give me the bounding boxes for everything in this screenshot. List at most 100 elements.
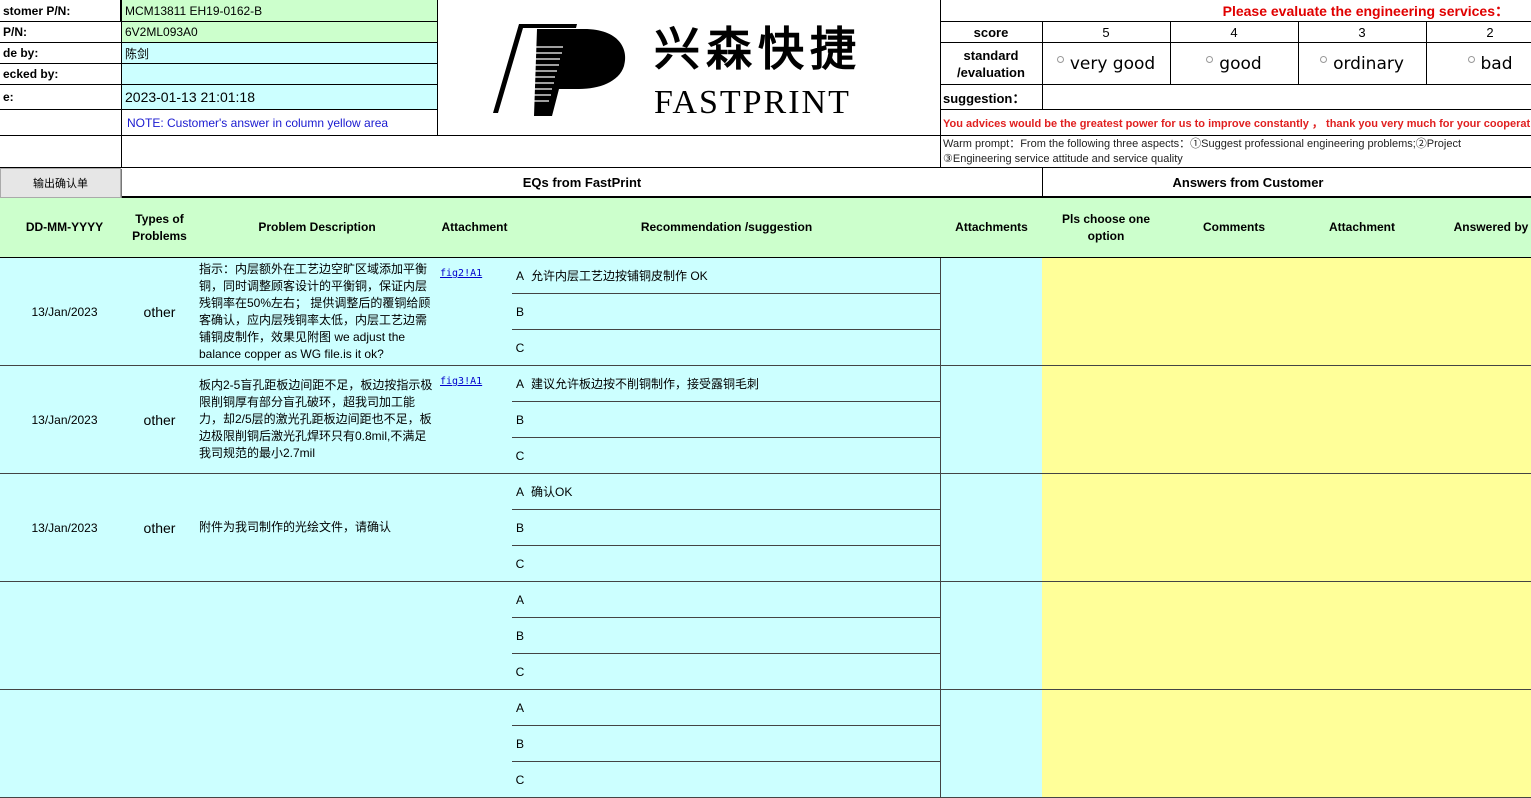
row-attachment-link[interactable] (437, 690, 513, 798)
row-comments[interactable] (1170, 258, 1299, 366)
row-choose-option[interactable] (1042, 582, 1171, 690)
row-answered-by[interactable] (1426, 690, 1531, 798)
column-types: Types of Problems (122, 198, 198, 258)
recommendation-option[interactable] (528, 510, 941, 546)
score-5: 5 (1042, 22, 1171, 43)
row-type[interactable] (122, 690, 198, 798)
row-date[interactable] (7, 690, 123, 798)
row-problem-description[interactable] (197, 582, 438, 690)
recommendation-option[interactable]: 建议允许板边按不削铜制作，接受露铜毛刺 (528, 366, 941, 402)
row-type[interactable]: other (122, 474, 198, 582)
row-type[interactable]: other (122, 366, 198, 474)
row-attachments[interactable] (940, 582, 1043, 690)
row-comments[interactable] (1170, 474, 1299, 582)
row-attachments[interactable] (940, 690, 1043, 798)
logo-chinese-text: 兴森快捷 (654, 22, 862, 76)
label-made-by: de by: (0, 43, 122, 64)
row-answered-by[interactable] (1426, 366, 1531, 474)
radio-icon[interactable] (1467, 56, 1475, 63)
row-attachment-link[interactable]: fig2!A1 (437, 258, 513, 366)
fastprint-logo-icon: 兴森快捷 FASTPRINT (493, 22, 862, 121)
row-date[interactable]: 13/Jan/2023 (7, 366, 123, 474)
radio-icon[interactable] (1056, 56, 1064, 63)
made-by-value[interactable]: 陈剑 (122, 43, 438, 64)
row-attachment-link[interactable] (437, 582, 513, 690)
fastprint-logo: 兴森快捷 FASTPRINT (438, 0, 941, 136)
radio-ordinary[interactable]: ordinary (1298, 43, 1427, 85)
row-attachments[interactable] (940, 258, 1043, 366)
row-answered-by[interactable] (1426, 474, 1531, 582)
row-problem-description[interactable]: 附件为我司制作的光绘文件，请确认 (197, 474, 438, 582)
recommendation-option[interactable] (528, 438, 941, 474)
recommendation-option[interactable] (528, 726, 941, 762)
row-type[interactable] (122, 582, 198, 690)
score-3: 3 (1298, 22, 1427, 43)
column-problem-description: Problem Description (197, 198, 438, 258)
row-attachments[interactable] (940, 474, 1043, 582)
row-type[interactable]: other (122, 258, 198, 366)
option-letter: A (512, 474, 529, 510)
score-2: 2 (1426, 22, 1531, 43)
row-problem-description[interactable] (197, 690, 438, 798)
row-choose-option[interactable] (1042, 690, 1171, 798)
warm-prompt-line-1: Warm prompt：From the following three asp… (943, 138, 1462, 150)
row-customer-attachment[interactable] (1298, 258, 1427, 366)
empty-cell (122, 136, 941, 168)
row-answered-by[interactable] (1426, 258, 1531, 366)
option-letter: B (512, 402, 529, 438)
option-letter: C (512, 762, 529, 798)
recommendation-option[interactable] (528, 294, 941, 330)
radio-good[interactable]: good (1170, 43, 1299, 85)
column-customer-attachment: Attachment (1298, 198, 1427, 258)
empty-cell (0, 136, 122, 168)
recommendation-option[interactable] (528, 546, 941, 582)
radio-bad[interactable]: bad (1426, 43, 1531, 85)
row-attachment-link[interactable]: fig3!A1 (437, 366, 513, 474)
recommendation-option[interactable] (528, 618, 941, 654)
customer-pn-value[interactable]: MCM13811 EH19-0162-B (122, 0, 438, 22)
radio-icon[interactable] (1320, 56, 1328, 63)
row-date[interactable]: 13/Jan/2023 (7, 258, 123, 366)
recommendation-option[interactable] (528, 330, 941, 366)
row-choose-option[interactable] (1042, 474, 1171, 582)
row-customer-attachment[interactable] (1298, 474, 1427, 582)
row-attachment-link[interactable] (437, 474, 513, 582)
recommendation-option[interactable]: 确认OK (528, 474, 941, 510)
option-letter: C (512, 438, 529, 474)
row-problem-description[interactable]: 板内2-5盲孔距板边间距不足，板边按指示极限削铜厚有部分盲孔破环，超我司加工能力… (197, 366, 438, 474)
recommendation-option[interactable] (528, 690, 941, 726)
radio-icon[interactable] (1206, 56, 1214, 63)
label-date: e: (0, 85, 122, 110)
recommendation-option[interactable] (528, 762, 941, 798)
column-attachment: Attachment (437, 198, 513, 258)
recommendation-option[interactable] (528, 654, 941, 690)
recommendation-option[interactable] (528, 582, 941, 618)
row-choose-option[interactable] (1042, 258, 1171, 366)
date-value[interactable]: 2023-01-13 21:01:18 (122, 85, 438, 110)
row-comments[interactable] (1170, 366, 1299, 474)
customer-note: NOTE: Customer's answer in column yellow… (122, 110, 438, 136)
advice-text: You advices would be the greatest power … (940, 110, 1531, 136)
option-letter: B (512, 618, 529, 654)
row-answered-by[interactable] (1426, 582, 1531, 690)
row-date[interactable] (7, 582, 123, 690)
row-attachments[interactable] (940, 366, 1043, 474)
checked-by-value[interactable] (122, 64, 438, 85)
export-confirmation-button[interactable]: 输出确认单 (0, 168, 121, 198)
row-comments[interactable] (1170, 582, 1299, 690)
row-customer-attachment[interactable] (1298, 690, 1427, 798)
option-letter: A (512, 690, 529, 726)
row-date[interactable]: 13/Jan/2023 (7, 474, 123, 582)
radio-very-good[interactable]: very good (1042, 43, 1171, 85)
row-problem-description[interactable]: 指示：内层额外在工艺边空旷区域添加平衡铜，同时调整顾客设计的平衡铜，保证内层残铜… (197, 258, 438, 366)
recommendation-option[interactable] (528, 402, 941, 438)
row-customer-attachment[interactable] (1298, 366, 1427, 474)
pn-value[interactable]: 6V2ML093A0 (122, 22, 438, 43)
option-letter: B (512, 726, 529, 762)
column-choose-option: Pls choose one option (1042, 198, 1171, 258)
row-customer-attachment[interactable] (1298, 582, 1427, 690)
recommendation-option[interactable]: 允许内层工艺边按铺铜皮制作 OK (528, 258, 941, 294)
suggestion-input[interactable] (1042, 85, 1531, 110)
row-choose-option[interactable] (1042, 366, 1171, 474)
row-comments[interactable] (1170, 690, 1299, 798)
